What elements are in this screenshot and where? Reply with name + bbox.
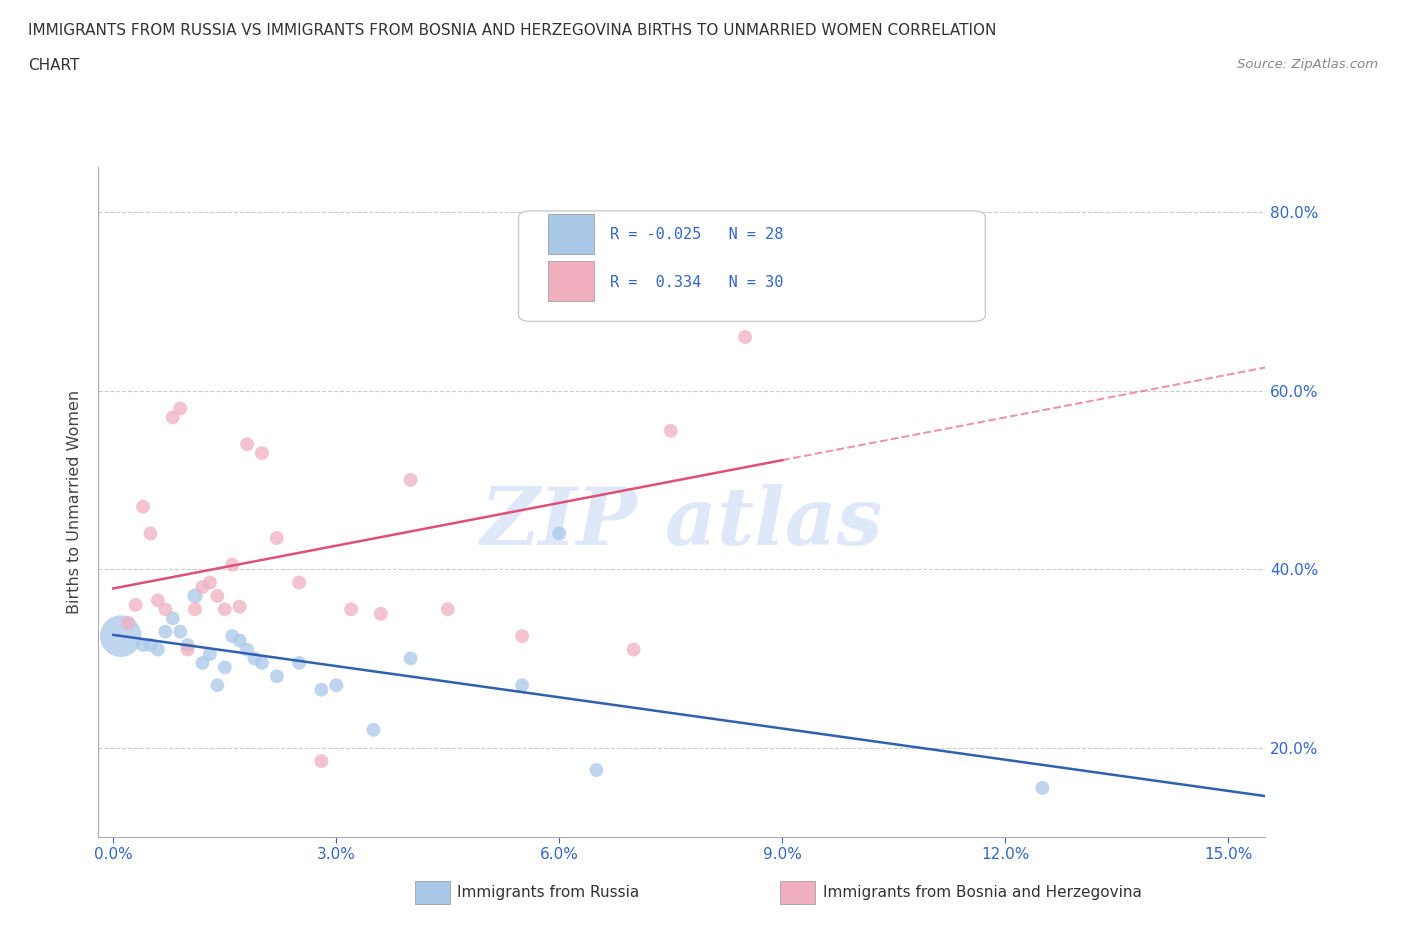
Point xyxy=(311,753,333,768)
Point xyxy=(236,642,259,657)
Point xyxy=(228,633,250,648)
Text: ZIP atlas: ZIP atlas xyxy=(481,484,883,561)
Point xyxy=(191,656,214,671)
Text: CHART: CHART xyxy=(28,58,80,73)
Y-axis label: Births to Unmarried Women: Births to Unmarried Women xyxy=(67,391,83,614)
Point xyxy=(176,638,198,653)
Text: Immigrants from Russia: Immigrants from Russia xyxy=(457,885,640,900)
Point xyxy=(155,602,177,617)
Point xyxy=(184,602,207,617)
Point xyxy=(117,616,139,631)
Point xyxy=(325,678,347,693)
Point xyxy=(250,445,273,460)
Point xyxy=(162,410,184,425)
Point xyxy=(184,589,207,604)
Point xyxy=(155,624,177,639)
Point xyxy=(191,579,214,594)
Point xyxy=(176,642,198,657)
Point xyxy=(221,557,243,572)
Bar xyxy=(548,214,595,255)
Point xyxy=(288,656,311,671)
Point xyxy=(266,669,288,684)
Point xyxy=(169,624,191,639)
Text: IMMIGRANTS FROM RUSSIA VS IMMIGRANTS FROM BOSNIA AND HERZEGOVINA BIRTHS TO UNMAR: IMMIGRANTS FROM RUSSIA VS IMMIGRANTS FRO… xyxy=(28,23,997,38)
Point xyxy=(585,299,607,313)
Point xyxy=(207,589,229,604)
Point xyxy=(363,723,385,737)
Point xyxy=(236,437,259,452)
Point xyxy=(623,642,645,657)
Point xyxy=(139,638,162,653)
Point xyxy=(132,499,155,514)
Point xyxy=(548,526,571,541)
Point xyxy=(436,602,458,617)
Point xyxy=(146,642,169,657)
Point xyxy=(214,660,236,675)
Point xyxy=(198,575,221,590)
Point xyxy=(288,575,311,590)
Point xyxy=(207,678,229,693)
FancyBboxPatch shape xyxy=(519,211,986,322)
Point xyxy=(169,401,191,416)
Point xyxy=(221,629,243,644)
Point xyxy=(659,423,682,438)
Bar xyxy=(548,261,595,301)
Point xyxy=(399,651,422,666)
Point xyxy=(370,606,392,621)
Point xyxy=(110,629,132,644)
Point xyxy=(311,683,333,698)
Point xyxy=(510,678,533,693)
Point xyxy=(139,526,162,541)
Point xyxy=(198,646,221,661)
Point xyxy=(510,629,533,644)
Point xyxy=(132,638,155,653)
Point xyxy=(266,530,288,545)
Point xyxy=(250,656,273,671)
Point xyxy=(124,597,146,612)
Point xyxy=(585,763,607,777)
Point xyxy=(214,602,236,617)
Text: Immigrants from Bosnia and Herzegovina: Immigrants from Bosnia and Herzegovina xyxy=(823,885,1142,900)
Text: R =  0.334   N = 30: R = 0.334 N = 30 xyxy=(610,275,783,290)
Point xyxy=(228,599,250,614)
Text: Source: ZipAtlas.com: Source: ZipAtlas.com xyxy=(1237,58,1378,71)
Point xyxy=(1031,780,1053,795)
Text: R = -0.025   N = 28: R = -0.025 N = 28 xyxy=(610,227,783,242)
Point xyxy=(399,472,422,487)
Point xyxy=(162,611,184,626)
Point xyxy=(243,651,266,666)
Point xyxy=(340,602,363,617)
Point xyxy=(146,593,169,608)
Point xyxy=(734,329,756,344)
